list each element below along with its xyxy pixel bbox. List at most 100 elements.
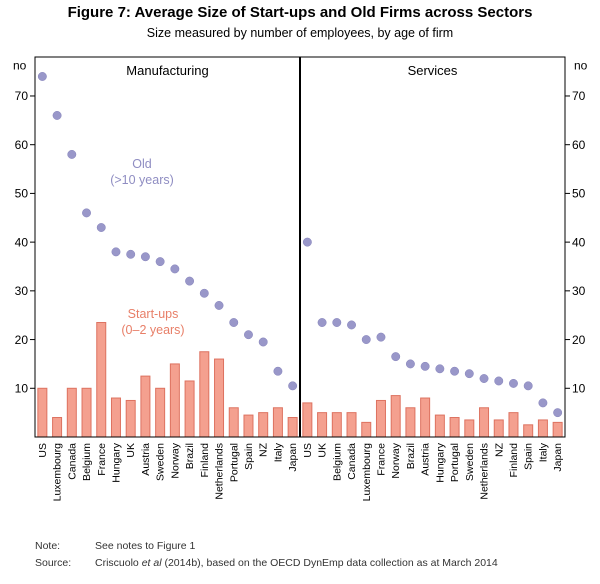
startup-bar [331,412,342,438]
y-axis-unit-right: no [574,59,588,73]
startup-bar [405,407,416,438]
y-tick-label-left: 10 [15,381,29,395]
startup-bar [199,351,210,438]
x-category-label: UK [125,443,137,458]
x-category-label: France [96,443,108,476]
note-label: Note: [35,540,61,552]
y-tick-label-right: 60 [572,138,586,152]
x-category-label: Finland [508,443,520,478]
startup-bar [523,424,534,438]
startup-bar [214,358,225,438]
x-category-label: Italy [537,442,549,462]
startup-bar [434,414,445,438]
old-firm-dot [229,318,239,327]
old-firm-dot [170,264,180,274]
old-firm-dot [450,366,460,376]
x-category-label: Netherlands [214,443,226,500]
old-firm-dot [52,111,62,120]
x-category-label: Finland [199,443,211,478]
startup-bar [125,399,136,438]
startup-bar [449,417,460,438]
source-text: Criscuolo et al (2014b), based on the OE… [95,557,498,569]
source-row: Source: Criscuolo et al (2014b), based o… [35,557,595,569]
startup-bar [110,397,121,438]
startup-bar [493,419,504,438]
legend-startups-line1: Start-ups [128,307,179,321]
old-firm-dot [435,364,445,374]
x-category-label: Austria [140,443,152,476]
old-firm-dot [96,223,106,232]
legend-old-line1: Old [132,157,152,171]
y-tick-label-left: 40 [15,235,29,249]
y-tick-label-left: 70 [15,89,29,103]
legend-startups-line2: (0–2 years) [121,323,184,337]
panel-title: Services [408,63,458,78]
old-firm-dot [553,408,563,418]
startup-bar [37,387,48,438]
x-category-label: US [37,443,49,458]
startup-bar [375,399,386,438]
y-tick-label-right: 30 [572,284,586,298]
x-category-label: Austria [420,443,432,476]
y-tick-label-left: 60 [15,138,29,152]
x-category-label: France [375,443,387,476]
startup-bar [346,412,357,438]
x-category-label: UK [317,443,329,458]
startup-bar [272,407,283,438]
startup-bar [169,363,180,438]
old-firm-dot [155,257,165,267]
old-firm-dot [126,249,136,259]
y-tick-label-left: 50 [15,187,29,201]
startup-bar [390,395,401,438]
old-firm-dot [317,318,327,327]
x-category-label: Japan [552,443,564,472]
x-category-label: Portugal [449,443,461,482]
startup-bar [96,322,107,438]
old-firm-dot [361,335,371,345]
note-row: Note: See notes to Figure 1 [35,540,595,552]
y-tick-label-right: 40 [572,235,586,249]
old-firm-dot [37,72,47,81]
x-category-label: Japan [287,443,299,472]
old-firm-dot [244,330,253,340]
x-category-label: Sweden [464,443,476,481]
y-tick-label-right: 70 [572,89,586,103]
x-category-label: Hungary [110,442,122,482]
old-firm-dot [494,376,504,386]
note-text: See notes to Figure 1 [95,540,196,552]
old-firm-dot [420,361,430,371]
x-category-label: Belgium [331,443,343,481]
startup-bar [287,417,298,438]
old-firm-dot [332,318,342,327]
old-firm-dot [376,332,386,342]
startup-bar [258,412,269,438]
old-firm-dot [111,247,121,257]
startup-bar [464,419,475,438]
old-firm-dot [464,369,474,379]
startup-bar [552,421,563,438]
startup-bar [302,402,313,438]
old-firm-dot [523,381,533,391]
startup-bar [184,380,195,438]
startup-bar [420,397,431,438]
figure-subtitle: Size measured by number of employees, by… [146,26,454,40]
x-category-label: Brazil [184,443,196,469]
x-category-label: Brazil [405,443,417,469]
old-firm-dot [405,359,415,369]
x-category-label: Netherlands [479,443,491,500]
x-category-label: Spain [523,443,535,470]
old-firm-dot [140,252,150,262]
x-category-label: Canada [66,443,78,480]
old-firm-dot [67,149,77,159]
startup-bar [155,387,166,438]
old-firm-dot [288,381,298,391]
startup-bar [508,412,519,438]
y-tick-label-right: 10 [572,381,586,395]
startup-bar [228,407,239,438]
startup-bar [66,387,77,438]
x-category-label: Belgium [81,443,93,481]
startup-bar [140,375,151,438]
x-category-label: Sweden [155,443,167,481]
x-category-label: NZ [258,442,270,457]
x-category-label: Portugal [228,443,240,482]
